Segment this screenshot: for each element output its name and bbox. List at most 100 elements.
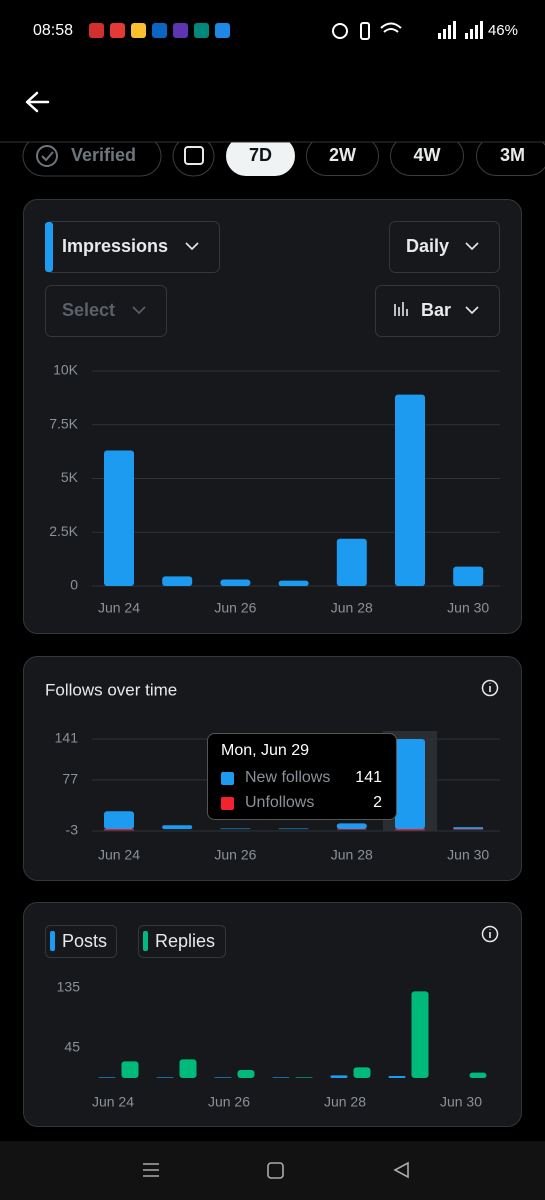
bar [453, 566, 484, 586]
x-tick-label: Jun 28 [331, 847, 373, 863]
bar [336, 823, 367, 830]
signal-bar [448, 25, 451, 39]
x-tick-label: Jun 26 [208, 1094, 250, 1110]
legend-swatch [50, 931, 55, 951]
bar [395, 394, 425, 586]
signal-bar [453, 21, 456, 39]
bar [179, 1059, 197, 1078]
info-icon[interactable] [481, 925, 499, 943]
bar [272, 1077, 290, 1078]
x-tick-label: Jun 30 [447, 847, 489, 863]
alarm-icon [332, 23, 348, 39]
interval-dropdown[interactable] [389, 221, 500, 273]
status-app-icons [89, 23, 230, 38]
bar [278, 580, 309, 586]
y-tick-label: 10K [53, 362, 79, 378]
bar [104, 829, 134, 831]
tooltip-value: 141 [355, 769, 382, 786]
tooltip-series-name: Unfollows [245, 794, 314, 811]
app-icon [131, 23, 146, 38]
signal-bar [475, 25, 478, 39]
y-tick-label: 45 [64, 1039, 80, 1055]
bar-icon [394, 302, 408, 316]
header [0, 0, 545, 142]
legend-chip[interactable] [138, 925, 226, 958]
verified-icon [36, 145, 58, 167]
range-label: 4W [414, 145, 441, 165]
bar [353, 1067, 371, 1078]
signal-bar [470, 29, 473, 39]
app-icon [110, 23, 125, 38]
info-icon[interactable] [481, 679, 499, 697]
engagement-card [23, 902, 522, 1127]
range-label: 2W [329, 145, 356, 165]
legend-swatch [143, 931, 148, 951]
tooltip-title: Mon, Jun 29 [221, 742, 309, 759]
x-tick-label: Jun 26 [214, 847, 256, 863]
y-tick-label: 2.5K [49, 523, 78, 539]
status-time: 08:58 [33, 22, 73, 39]
app-icon [194, 23, 209, 38]
battery-level: 46% [488, 22, 518, 39]
tooltip-value: 2 [373, 794, 382, 811]
bar [162, 825, 193, 830]
legend-label: Replies [155, 931, 215, 951]
bar [162, 576, 193, 586]
bar [330, 1075, 348, 1078]
y-tick-label: 0 [70, 577, 78, 593]
app-icon [173, 23, 188, 38]
impressions-card [23, 199, 522, 634]
bar [453, 827, 484, 830]
nav-home[interactable] [267, 1162, 284, 1179]
x-tick-label: Jun 30 [440, 1094, 482, 1110]
bar [395, 829, 425, 831]
verified-check [41, 151, 54, 162]
vibrate-icon [360, 22, 370, 40]
signal-bar [465, 33, 468, 39]
app-icon [152, 23, 167, 38]
metric-label: Impressions [62, 236, 168, 256]
bar [237, 1070, 255, 1078]
bar [214, 1077, 232, 1078]
nav-back[interactable] [393, 1161, 409, 1179]
back-button[interactable] [25, 91, 50, 113]
signal-bar [438, 33, 441, 39]
y-tick-label: 7.5K [49, 415, 78, 431]
signal-bar [443, 29, 446, 39]
style-dropdown[interactable] [375, 285, 500, 337]
nav-bar [0, 1141, 545, 1200]
legend-label: Posts [62, 931, 107, 951]
interval-label: Daily [406, 236, 449, 256]
tooltip-swatch [221, 797, 234, 810]
bar [121, 1061, 139, 1078]
y-tick-label: 77 [62, 771, 78, 787]
y-tick-label: 5K [61, 469, 79, 485]
compare-dropdown[interactable] [45, 285, 167, 337]
metric-color-stripe [45, 222, 53, 272]
calendar-icon [184, 146, 204, 165]
tooltip [207, 733, 397, 820]
chevron [132, 306, 146, 315]
legend-chip[interactable] [45, 925, 117, 958]
app-icon [89, 23, 104, 38]
x-tick-label: Jun 26 [214, 600, 256, 616]
signal-bar [480, 21, 483, 39]
bar [336, 829, 367, 830]
bar [295, 1077, 313, 1078]
y-tick-label: 135 [57, 979, 81, 995]
bar [220, 579, 251, 586]
bar [453, 829, 484, 830]
follows-title: Follows over time [45, 680, 177, 699]
app-icon [215, 23, 230, 38]
bar [156, 1077, 174, 1078]
wifi-icon [380, 22, 402, 33]
bar [104, 450, 134, 586]
tooltip-series-name: New follows [245, 769, 330, 786]
compare-label: Select [62, 300, 115, 320]
nav-recents[interactable] [143, 1163, 159, 1177]
bar [336, 538, 367, 586]
x-tick-label: Jun 24 [98, 600, 140, 616]
tooltip-swatch [221, 772, 234, 785]
